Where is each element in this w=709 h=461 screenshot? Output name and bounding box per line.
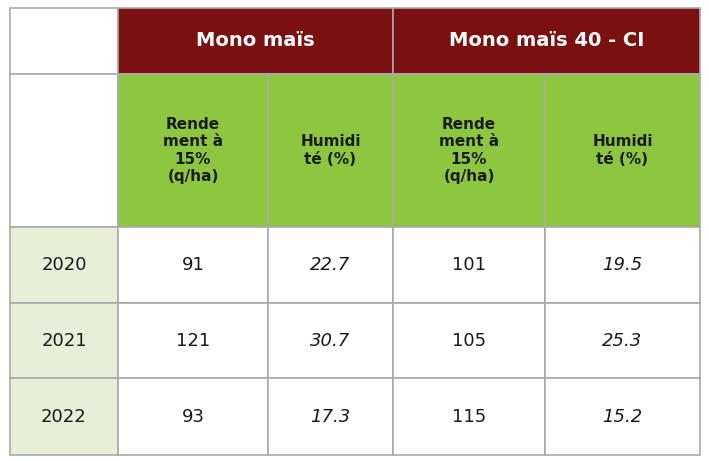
Text: 22.7: 22.7 xyxy=(311,256,351,274)
Text: Mono maïs: Mono maïs xyxy=(196,31,315,51)
Bar xyxy=(10,74,118,227)
Bar xyxy=(118,303,268,378)
Bar xyxy=(393,303,545,378)
Text: 93: 93 xyxy=(182,408,204,426)
Text: Rende
ment à
15%
(q/ha): Rende ment à 15% (q/ha) xyxy=(163,117,223,184)
Text: 15.2: 15.2 xyxy=(603,408,642,426)
Text: 121: 121 xyxy=(176,331,210,349)
Bar xyxy=(268,227,393,303)
Text: 105: 105 xyxy=(452,331,486,349)
Bar xyxy=(118,227,268,303)
Text: 101: 101 xyxy=(452,256,486,274)
Bar xyxy=(545,227,700,303)
Text: 2022: 2022 xyxy=(41,408,87,426)
Bar xyxy=(118,378,268,455)
Text: 19.5: 19.5 xyxy=(603,256,642,274)
Bar xyxy=(118,8,393,74)
Bar xyxy=(545,303,700,378)
Text: Humidi
té (%): Humidi té (%) xyxy=(300,134,361,167)
Bar xyxy=(268,74,393,227)
Text: Mono maïs 40 - CI: Mono maïs 40 - CI xyxy=(449,31,644,51)
Bar xyxy=(393,8,700,74)
Text: 2021: 2021 xyxy=(41,331,86,349)
Text: 17.3: 17.3 xyxy=(311,408,351,426)
Bar xyxy=(545,378,700,455)
Bar xyxy=(10,227,118,303)
Bar xyxy=(10,8,118,74)
Text: 2020: 2020 xyxy=(41,256,86,274)
Bar xyxy=(118,74,268,227)
Bar xyxy=(268,378,393,455)
Text: 115: 115 xyxy=(452,408,486,426)
Bar xyxy=(393,378,545,455)
Bar xyxy=(268,303,393,378)
Text: 30.7: 30.7 xyxy=(311,331,351,349)
Bar xyxy=(393,74,545,227)
Text: Rende
ment à
15%
(q/ha): Rende ment à 15% (q/ha) xyxy=(439,117,499,184)
Text: Humidi
té (%): Humidi té (%) xyxy=(592,134,653,167)
Bar xyxy=(393,227,545,303)
Bar xyxy=(10,303,118,378)
Bar xyxy=(10,378,118,455)
Text: 91: 91 xyxy=(182,256,204,274)
Bar xyxy=(545,74,700,227)
Text: 25.3: 25.3 xyxy=(603,331,642,349)
